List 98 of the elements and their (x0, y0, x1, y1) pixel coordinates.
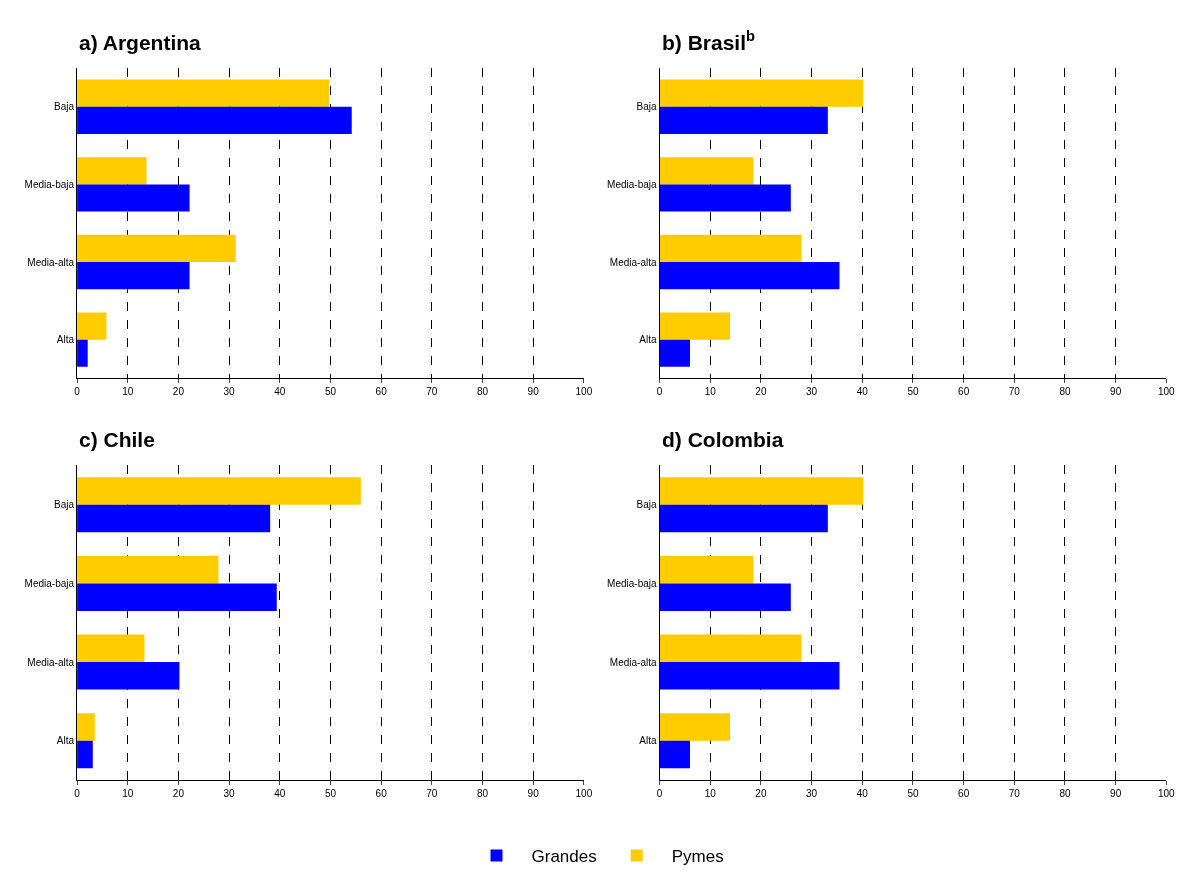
bar (659, 583, 791, 611)
x-tick-label: 10 (122, 788, 134, 800)
y-tick-label: Media-alta (27, 656, 75, 668)
x-tick-label: 40 (274, 386, 286, 398)
y-tick-label: Media-alta (609, 256, 657, 268)
chart-title: d) Colombia (662, 428, 784, 451)
chart-title: c) Chile (79, 428, 155, 451)
x-tick-label: 90 (1110, 788, 1122, 800)
bar (77, 106, 352, 134)
x-tick-label: 30 (223, 386, 236, 398)
x-tick-label: 10 (704, 788, 717, 800)
x-tick-label: 100 (575, 788, 593, 800)
bar (659, 262, 840, 290)
x-tick-label: 80 (1059, 788, 1071, 800)
x-tick-label: 60 (375, 386, 388, 398)
bar (77, 157, 147, 185)
bar (77, 634, 145, 663)
bar (77, 312, 107, 340)
x-tick-label: 80 (476, 788, 489, 800)
x-tick-label: 70 (426, 386, 438, 398)
bar (659, 477, 864, 505)
bar (659, 339, 690, 367)
x-tick-label: 70 (1008, 788, 1021, 800)
x-tick-label: 100 (1158, 386, 1176, 398)
x-tick-label: 50 (907, 386, 919, 398)
x-tick-label: 0 (656, 386, 663, 398)
bar (77, 262, 190, 290)
x-tick-label: 20 (172, 788, 185, 800)
bar (77, 555, 219, 584)
x-tick-label: 90 (1110, 386, 1122, 398)
y-tick-label: Media-baja (607, 178, 657, 190)
bar (77, 477, 361, 505)
bar (77, 79, 329, 107)
bar (659, 662, 840, 690)
x-tick-label: 0 (74, 386, 81, 398)
x-tick-label: 50 (324, 788, 337, 800)
y-tick-label: Media-baja (24, 178, 75, 190)
y-tick-label: Alta (639, 334, 658, 346)
x-tick-label: 60 (958, 386, 970, 398)
bar (77, 740, 93, 769)
x-tick-label: 100 (575, 386, 593, 398)
legend-label: Grandes (531, 847, 597, 867)
x-tick-label: 50 (907, 788, 919, 800)
bar (659, 106, 828, 134)
y-tick-label: Baja (636, 101, 658, 113)
x-tick-label: 70 (1008, 386, 1021, 398)
x-tick-label: 40 (856, 386, 869, 398)
y-tick-label: Media-alta (27, 256, 75, 268)
bar (659, 740, 690, 769)
bar (77, 583, 277, 611)
bar (659, 184, 791, 212)
x-tick-label: 20 (755, 788, 767, 800)
x-tick-label: 20 (172, 386, 185, 398)
x-tick-label: 80 (476, 386, 489, 398)
bar (77, 662, 180, 690)
x-tick-label: 0 (74, 788, 81, 800)
x-tick-label: 90 (527, 788, 540, 800)
legend-label: Pymes (671, 847, 724, 867)
x-tick-label: 100 (1158, 788, 1176, 800)
chart-title: a) Argentina (79, 31, 202, 54)
bar (659, 79, 864, 107)
x-tick-label: 10 (704, 386, 717, 398)
y-tick-label: Baja (636, 499, 658, 511)
y-tick-label: Baja (54, 101, 75, 113)
bar (659, 312, 731, 340)
x-tick-label: 40 (856, 788, 869, 800)
x-tick-label: 60 (375, 788, 388, 800)
bar (77, 339, 88, 367)
bar (659, 713, 731, 741)
chart-title: b) Brasil$^{b}$ (662, 28, 756, 54)
y-tick-label: Media-baja (607, 577, 657, 589)
y-tick-label: Media-alta (609, 656, 657, 668)
x-tick-label: 40 (274, 788, 286, 800)
x-tick-label: 20 (755, 386, 767, 398)
bar (77, 234, 236, 263)
bar (77, 713, 95, 741)
x-tick-label: 70 (426, 788, 438, 800)
y-tick-label: Alta (56, 735, 75, 747)
x-tick-label: 60 (958, 788, 970, 800)
bar (659, 634, 802, 663)
bar (77, 504, 271, 533)
x-tick-label: 30 (806, 788, 818, 800)
x-tick-label: 50 (324, 386, 337, 398)
x-tick-label: 10 (122, 386, 134, 398)
y-tick-label: Media-baja (24, 577, 75, 589)
bar (659, 157, 754, 185)
x-tick-label: 80 (1059, 386, 1071, 398)
x-tick-label: 0 (656, 788, 663, 800)
x-tick-label: 30 (806, 386, 818, 398)
y-tick-label: Alta (639, 735, 658, 747)
bar (77, 184, 190, 212)
bar (659, 555, 754, 584)
x-tick-label: 30 (223, 788, 236, 800)
y-tick-label: Alta (56, 334, 75, 346)
bar (659, 234, 802, 263)
x-tick-label: 90 (527, 386, 540, 398)
bar (659, 504, 828, 533)
y-tick-label: Baja (54, 499, 75, 511)
